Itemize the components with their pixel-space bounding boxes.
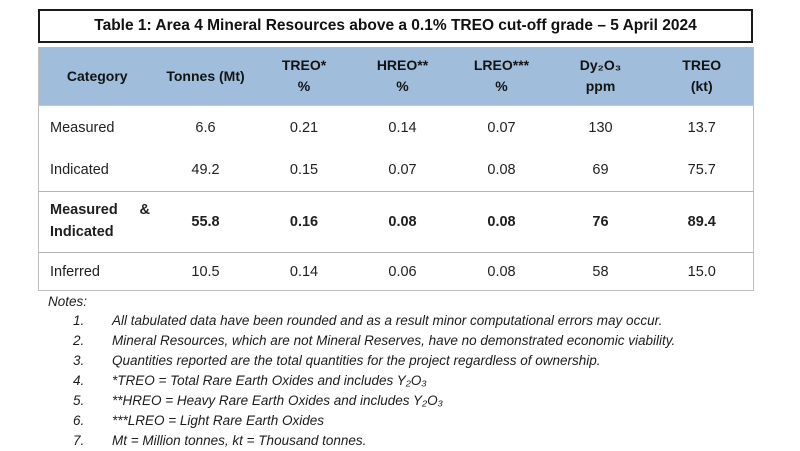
cell-category: Inferred — [38, 252, 156, 291]
note-item-3: 3. Quantities reported are the total qua… — [48, 351, 768, 371]
cell-category: Measured & Indicated — [38, 191, 156, 253]
cell-lreo-pct: 0.08 — [452, 252, 551, 291]
mineral-resources-document: Table 1: Area 4 Mineral Resources above … — [38, 9, 754, 291]
cell-hreo-pct: 0.14 — [352, 105, 453, 149]
cell-tonnes: 49.2 — [155, 149, 256, 192]
table-row-measured: Measured 6.6 0.21 0.14 0.07 130 13.7 — [38, 105, 754, 149]
note-number: 6. — [73, 413, 85, 428]
table-title-text: Table 1: Area 4 Mineral Resources above … — [94, 17, 697, 34]
cell-tonnes: 6.6 — [155, 105, 256, 149]
col-header-lreo-pct: LREO*** % — [452, 47, 551, 106]
cell-treo-kt: 13.7 — [650, 105, 754, 149]
cell-treo-pct: 0.15 — [255, 149, 353, 192]
cell-category: Measured — [38, 105, 156, 149]
note-item-1: 1. All tabulated data have been rounded … — [48, 311, 768, 331]
notes-section: Notes: 1. All tabulated data have been r… — [48, 292, 768, 451]
note-text: Mt = Million tonnes, kt = Thousand tonne… — [112, 433, 367, 448]
cell-category: Indicated — [38, 149, 156, 192]
note-item-4: 4. *TREO = Total Rare Earth Oxides and i… — [48, 371, 768, 391]
table-title: Table 1: Area 4 Mineral Resources above … — [38, 9, 753, 43]
note-text: Quantities reported are the total quanti… — [112, 353, 601, 368]
col-header-treo-pct: TREO* % — [255, 47, 353, 106]
note-item-5: 5. **HREO = Heavy Rare Earth Oxides and … — [48, 391, 768, 411]
note-item-2: 2. Mineral Resources, which are not Mine… — [48, 331, 768, 351]
col-header-tonnes: Tonnes (Mt) — [155, 47, 256, 106]
note-number: 5. — [73, 393, 85, 408]
cell-treo-pct: 0.16 — [255, 191, 353, 253]
mineral-resources-table: Category Tonnes (Mt) TREO* % HREO** % LR… — [38, 47, 754, 291]
header-row: Category Tonnes (Mt) TREO* % HREO** % LR… — [38, 47, 754, 106]
cell-lreo-pct: 0.08 — [452, 149, 551, 192]
col-header-dy2o3-ppm: Dy₂O₃ ppm — [550, 47, 651, 106]
col-header-hreo-pct: HREO** % — [352, 47, 453, 106]
note-text: Mineral Resources, which are not Mineral… — [112, 333, 676, 348]
table-row-measured-and-indicated: Measured & Indicated 55.8 0.16 0.08 0.08… — [38, 191, 754, 253]
cell-lreo-pct: 0.07 — [452, 105, 551, 149]
note-number: 2. — [73, 333, 85, 348]
cell-tonnes: 10.5 — [155, 252, 256, 291]
cell-treo-kt: 75.7 — [650, 149, 754, 192]
note-number: 1. — [73, 313, 85, 328]
cell-treo-pct: 0.21 — [255, 105, 353, 149]
note-item-7: 7. Mt = Million tonnes, kt = Thousand to… — [48, 431, 768, 451]
cell-hreo-pct: 0.07 — [352, 149, 453, 192]
cell-hreo-pct: 0.06 — [352, 252, 453, 291]
cell-hreo-pct: 0.08 — [352, 191, 453, 253]
measured-indicated-label: Measured & Indicated — [50, 202, 150, 240]
cell-dy2o3-ppm: 130 — [550, 105, 651, 149]
cell-treo-kt: 89.4 — [650, 191, 754, 253]
cell-dy2o3-ppm: 76 — [550, 191, 651, 253]
note-text: ***LREO = Light Rare Earth Oxides — [112, 413, 324, 428]
table-row-inferred: Inferred 10.5 0.14 0.06 0.08 58 15.0 — [38, 252, 754, 291]
note-text: All tabulated data have been rounded and… — [112, 313, 663, 328]
note-number: 4. — [73, 373, 85, 388]
cell-tonnes: 55.8 — [155, 191, 256, 253]
table-row-indicated: Indicated 49.2 0.15 0.07 0.08 69 75.7 — [38, 149, 754, 192]
cell-dy2o3-ppm: 58 — [550, 252, 651, 291]
note-item-6: 6. ***LREO = Light Rare Earth Oxides — [48, 411, 768, 431]
col-header-category: Category — [38, 47, 156, 106]
note-number: 7. — [73, 433, 85, 448]
cell-treo-pct: 0.14 — [255, 252, 353, 291]
cell-treo-kt: 15.0 — [650, 252, 754, 291]
col-header-treo-kt: TREO (kt) — [650, 47, 754, 106]
cell-lreo-pct: 0.08 — [452, 191, 551, 253]
notes-heading: Notes: — [48, 294, 88, 309]
note-number: 3. — [73, 353, 85, 368]
note-text: **HREO = Heavy Rare Earth Oxides and inc… — [112, 393, 444, 408]
note-text: *TREO = Total Rare Earth Oxides and incl… — [112, 373, 427, 388]
cell-dy2o3-ppm: 69 — [550, 149, 651, 192]
